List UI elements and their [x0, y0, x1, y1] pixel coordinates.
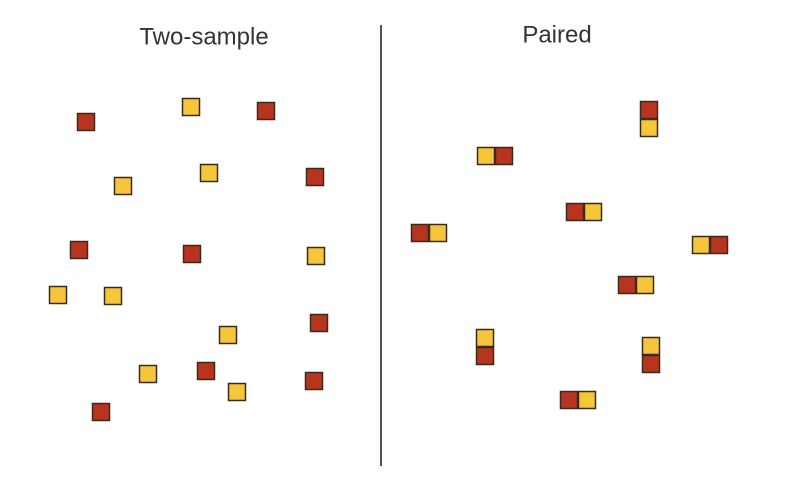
red-square [196, 361, 216, 381]
paired-red-square [709, 235, 729, 255]
red-square [256, 101, 276, 121]
paired-yellow-square [639, 118, 659, 138]
squares [48, 97, 729, 422]
panel-title: Two-sample [139, 23, 268, 50]
paired-red-square [559, 390, 579, 410]
paired-yellow-square [428, 223, 448, 243]
paired-red-square [639, 100, 659, 120]
paired-yellow-square [691, 235, 711, 255]
yellow-square [113, 176, 133, 196]
paired-red-square [494, 146, 514, 166]
red-square [182, 244, 202, 264]
yellow-square [199, 163, 219, 183]
red-square [69, 240, 89, 260]
yellow-square [306, 246, 326, 266]
red-square [304, 371, 324, 391]
yellow-square [218, 325, 238, 345]
paired-yellow-square [583, 202, 603, 222]
paired-yellow-square [635, 275, 655, 295]
yellow-square [181, 97, 201, 117]
paired-red-square [565, 202, 585, 222]
paired-red-square [475, 346, 495, 366]
yellow-square [227, 382, 247, 402]
red-square [309, 313, 329, 333]
paired-yellow-square [476, 146, 496, 166]
red-square [305, 167, 325, 187]
paired-yellow-square [475, 328, 495, 348]
yellow-square [103, 286, 123, 306]
paired-red-square [617, 275, 637, 295]
yellow-square [48, 285, 68, 305]
paired-yellow-square [641, 336, 661, 356]
red-square [91, 402, 111, 422]
paired-red-square [641, 354, 661, 374]
paired-red-square [410, 223, 430, 243]
yellow-square [138, 364, 158, 384]
paired-yellow-square [577, 390, 597, 410]
panel-title: Paired [522, 21, 591, 48]
red-square [76, 112, 96, 132]
